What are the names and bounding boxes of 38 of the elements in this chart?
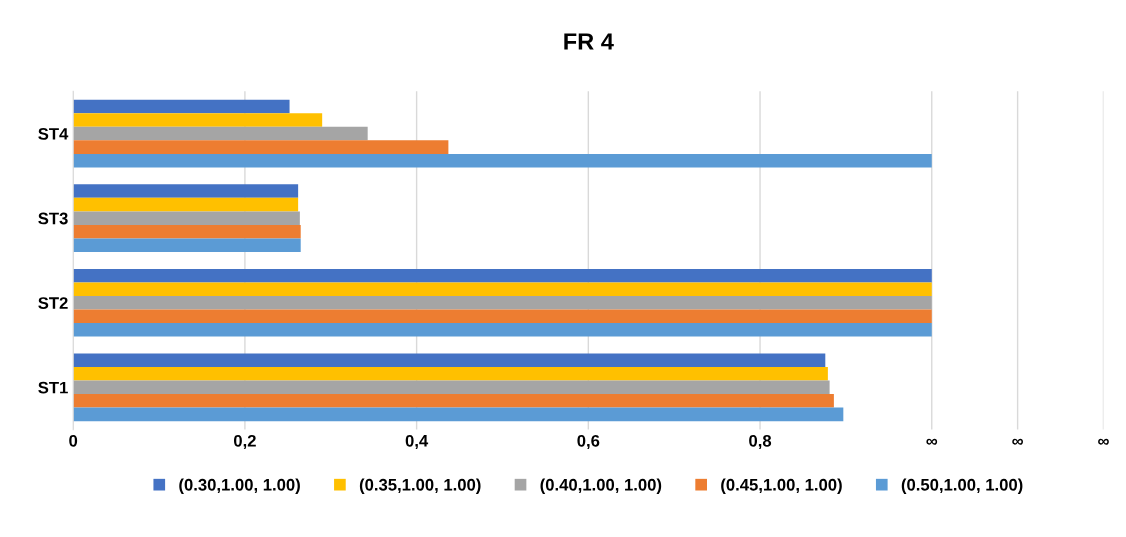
- x-tick-label: 0,6: [577, 434, 600, 450]
- x-tick-label: 0,2: [233, 434, 256, 450]
- bar: [73, 295, 932, 310]
- y-tick-label: ST3: [38, 212, 68, 225]
- x-tick-label: ∞: [926, 438, 938, 445]
- bar: [73, 211, 300, 225]
- y-tick-label: ST4: [38, 127, 69, 140]
- x-tick-label: ∞: [1098, 438, 1109, 445]
- bar: [73, 323, 932, 337]
- y-tick-label: ST1: [38, 381, 68, 394]
- bar: [73, 99, 290, 114]
- bar: [73, 126, 368, 141]
- x-tick-label: 0,8: [749, 434, 772, 450]
- bar: [73, 394, 834, 408]
- bar: [73, 282, 932, 296]
- bar: [73, 197, 299, 212]
- bar: [73, 353, 826, 368]
- legend-label: (0.35,1.00, 1.00): [359, 478, 481, 494]
- bar: [73, 309, 932, 324]
- legend-label: (0.30,1.00, 1.00): [179, 478, 300, 494]
- bar: [73, 140, 449, 154]
- x-tick-label: ∞: [1012, 438, 1023, 445]
- bar: [73, 224, 301, 239]
- legend-label: (0.40,1.00, 1.00): [540, 478, 662, 494]
- bar: [73, 153, 932, 168]
- bar: [73, 184, 299, 198]
- x-tick-label: 0: [69, 434, 78, 447]
- bar: [73, 238, 301, 252]
- bar: [73, 367, 828, 381]
- y-tick-label: ST2: [38, 297, 68, 309]
- bar: [73, 380, 830, 395]
- x-tick-label: 0,4: [405, 434, 429, 450]
- bar: [73, 268, 932, 283]
- legend-label: (0.50,1.00, 1.00): [901, 478, 1023, 494]
- bar: [73, 113, 323, 127]
- chart-title: FR 4: [564, 33, 614, 50]
- bar: [73, 407, 844, 422]
- legend-label: (0.45,1.00, 1.00): [721, 478, 842, 494]
